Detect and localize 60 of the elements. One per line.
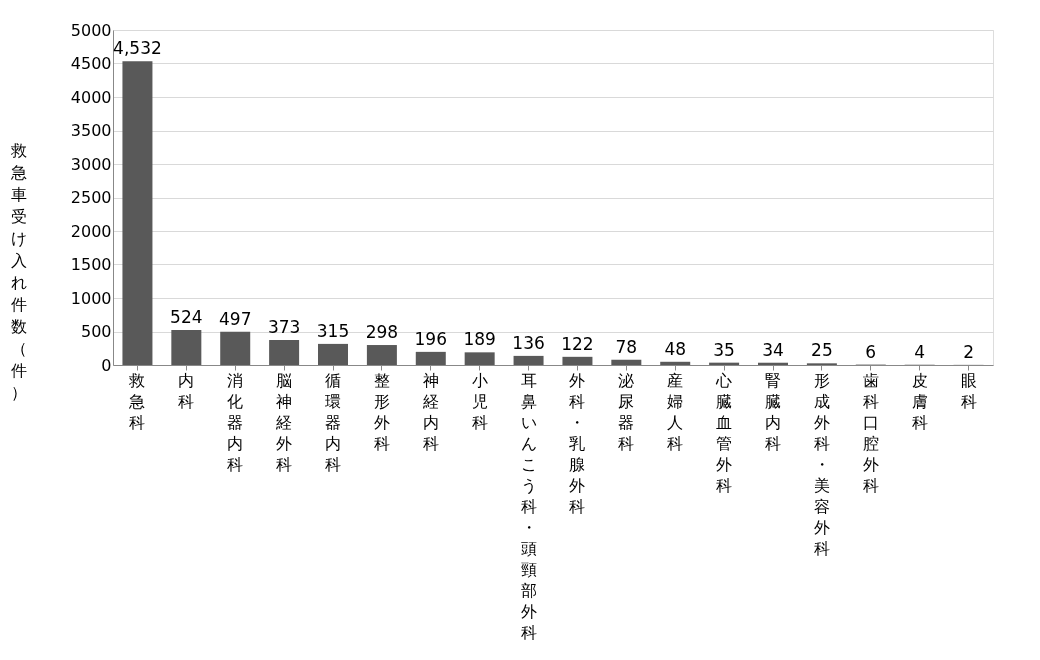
y-tick-label: 3000 [70,154,112,174]
category-label: 耳鼻いんこう科・頭頸部外科 [520,370,537,642]
y-tick-label: 2500 [70,188,112,207]
bar [171,329,202,365]
bar [660,361,691,365]
data-label: 196 [414,328,447,349]
data-label: 48 [664,338,687,359]
data-label: 4,532 [113,38,162,59]
x-tick-label: 消化器内科 [227,370,244,474]
y-tick-label: 3500 [70,121,112,140]
data-label: 189 [463,329,496,350]
data-label: 524 [170,306,203,327]
bar [318,343,348,365]
data-label: 136 [512,332,545,353]
data-label: 35 [713,339,735,360]
y-tick-label: 1000 [70,288,112,308]
x-tick-label: 泌尿器科 [618,370,635,453]
x-tick-label: 小児科 [471,370,488,432]
x-tick-label: 内科 [178,370,195,411]
x-tick-label: 眼科 [960,370,977,411]
x-tick-label: 心臓血管外科 [715,370,733,495]
y-tick-label: 0 [101,355,112,375]
bar [366,345,397,365]
bar [611,359,642,365]
text: 救急車受け入れ件数（件） [10,140,27,402]
data-label: 78 [615,336,638,357]
y-tick-label: 5000 [70,20,112,40]
data-label: 373 [267,317,301,338]
y-tick-label: 4500 [70,54,112,73]
bar [562,356,593,365]
data-label: 6 [865,341,877,362]
data-label: 298 [365,322,399,343]
bar [269,340,300,365]
data-label: 25 [811,340,833,361]
x-tick-label: 歯科口腔外科 [862,370,879,495]
x-tick-label: 整形外科 [373,370,390,453]
bar [464,352,495,365]
data-label: 2 [963,341,974,362]
x-tick-label: 神経内科 [421,370,439,453]
data-label: 4 [914,341,926,362]
x-tick-label: 皮膚科 [911,370,928,432]
data-label: 315 [316,320,350,341]
x-tick-label: 循環器内科 [325,370,341,474]
data-label: 497 [219,308,252,329]
x-tick-label: 産婦人科 [667,370,684,453]
data-label: 34 [762,339,784,360]
x-tick-label: 救急科 [128,370,146,432]
x-tick-label: 外科・乳腺外科 [569,370,586,516]
y-tick-label: 500 [80,322,112,341]
bar [513,355,544,365]
x-tick-label: 脳神経外科 [275,370,293,474]
y-tick-label: 4000 [70,87,112,107]
bar [415,351,446,365]
y-tick-label: 2000 [70,221,112,241]
bar [220,331,251,365]
x-tick-label: 腎臓内科 [765,370,781,453]
data-label: 122 [561,333,594,354]
y-tick-label: 1500 [70,255,112,274]
bar [122,61,153,365]
category-label: 形成外科・美容外科 [813,370,830,558]
